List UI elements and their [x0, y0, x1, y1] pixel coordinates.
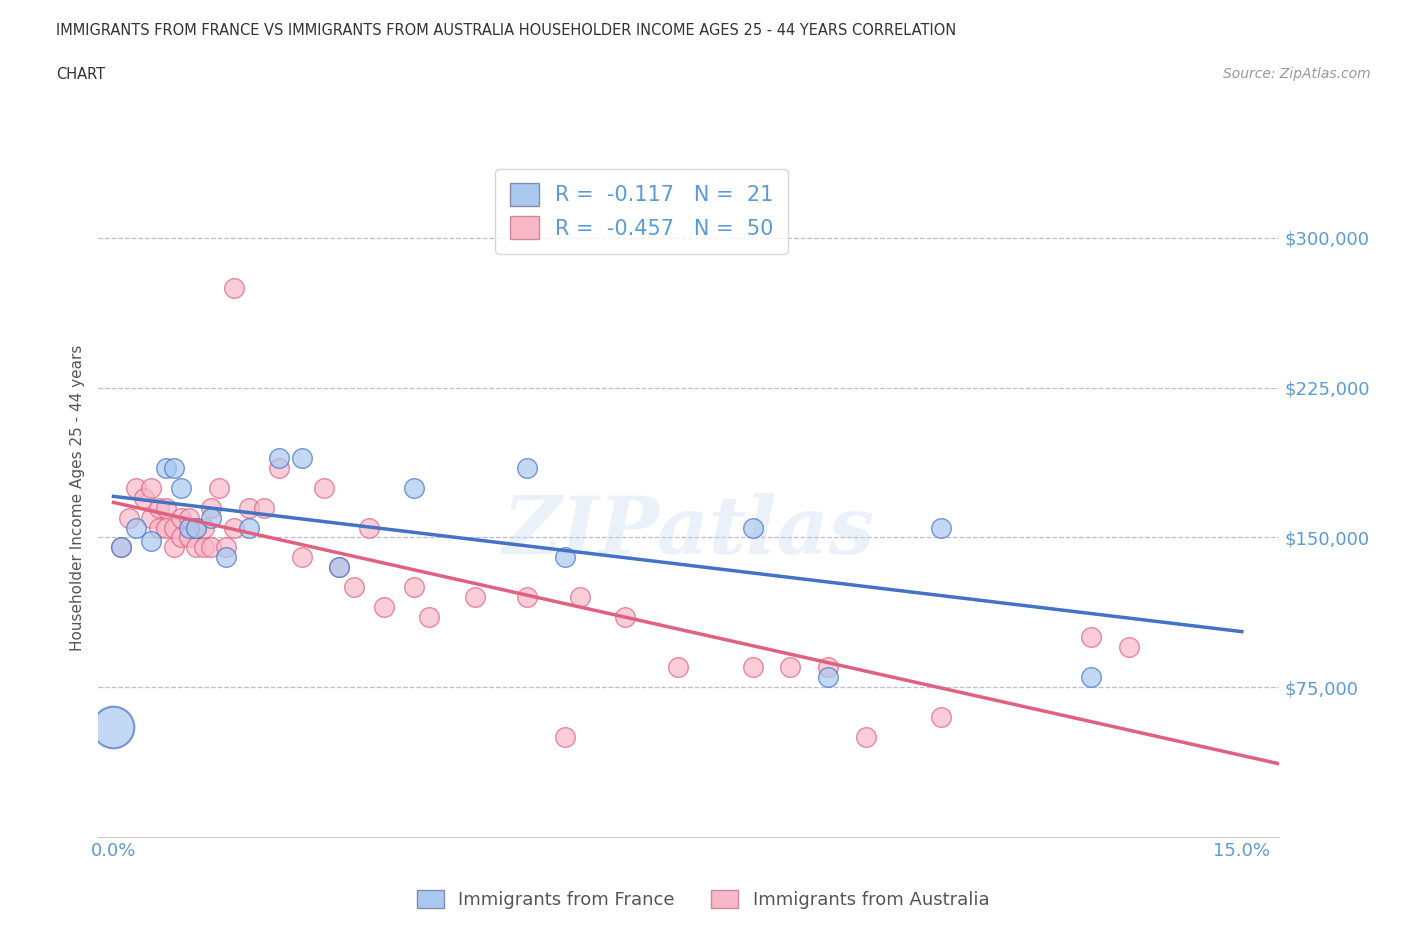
- Point: [215, 550, 238, 565]
- Point: [155, 500, 177, 515]
- Point: [103, 720, 125, 735]
- Point: [186, 520, 208, 535]
- Point: [170, 480, 193, 495]
- Point: [208, 480, 231, 495]
- Point: [290, 450, 312, 465]
- Point: [163, 520, 186, 535]
- Point: [1080, 630, 1102, 644]
- Text: IMMIGRANTS FROM FRANCE VS IMMIGRANTS FROM AUSTRALIA HOUSEHOLDER INCOME AGES 25 -: IMMIGRANTS FROM FRANCE VS IMMIGRANTS FRO…: [56, 23, 956, 38]
- Point: [200, 500, 222, 515]
- Point: [148, 500, 170, 515]
- Point: [855, 730, 877, 745]
- Point: [125, 480, 148, 495]
- Point: [343, 580, 366, 595]
- Point: [568, 590, 591, 604]
- Point: [186, 520, 208, 535]
- Legend: Immigrants from France, Immigrants from Australia: Immigrants from France, Immigrants from …: [409, 883, 997, 916]
- Point: [290, 550, 312, 565]
- Point: [817, 660, 839, 675]
- Point: [186, 540, 208, 555]
- Point: [929, 710, 952, 724]
- Point: [314, 480, 336, 495]
- Point: [193, 520, 215, 535]
- Point: [222, 281, 245, 296]
- Point: [404, 480, 426, 495]
- Point: [117, 510, 139, 525]
- Point: [418, 610, 440, 625]
- Point: [155, 520, 177, 535]
- Point: [177, 510, 200, 525]
- Point: [110, 540, 132, 555]
- Point: [779, 660, 801, 675]
- Point: [193, 540, 215, 555]
- Point: [328, 560, 350, 575]
- Point: [200, 540, 222, 555]
- Point: [222, 520, 245, 535]
- Point: [170, 530, 193, 545]
- Point: [516, 460, 538, 475]
- Point: [817, 670, 839, 684]
- Point: [614, 610, 637, 625]
- Y-axis label: Householder Income Ages 25 - 44 years: Householder Income Ages 25 - 44 years: [69, 344, 84, 651]
- Point: [741, 660, 763, 675]
- Point: [1118, 640, 1140, 655]
- Point: [554, 550, 576, 565]
- Point: [139, 480, 162, 495]
- Text: Source: ZipAtlas.com: Source: ZipAtlas.com: [1223, 67, 1371, 81]
- Legend: R =  -0.117   N =  21, R =  -0.457   N =  50: R = -0.117 N = 21, R = -0.457 N = 50: [495, 168, 789, 254]
- Point: [148, 520, 170, 535]
- Text: CHART: CHART: [56, 67, 105, 82]
- Point: [666, 660, 689, 675]
- Point: [741, 520, 763, 535]
- Point: [170, 510, 193, 525]
- Point: [328, 560, 350, 575]
- Point: [110, 540, 132, 555]
- Point: [238, 520, 260, 535]
- Point: [1080, 670, 1102, 684]
- Point: [373, 600, 395, 615]
- Point: [125, 520, 148, 535]
- Point: [359, 520, 381, 535]
- Point: [177, 520, 200, 535]
- Point: [516, 590, 538, 604]
- Point: [177, 530, 200, 545]
- Point: [163, 460, 186, 475]
- Point: [929, 520, 952, 535]
- Point: [404, 580, 426, 595]
- Point: [253, 500, 276, 515]
- Point: [155, 460, 177, 475]
- Point: [139, 510, 162, 525]
- Point: [554, 730, 576, 745]
- Text: ZIPatlas: ZIPatlas: [503, 493, 875, 570]
- Point: [267, 460, 290, 475]
- Point: [215, 540, 238, 555]
- Point: [132, 490, 155, 505]
- Point: [139, 534, 162, 549]
- Point: [200, 510, 222, 525]
- Point: [267, 450, 290, 465]
- Point: [238, 500, 260, 515]
- Point: [163, 540, 186, 555]
- Point: [464, 590, 486, 604]
